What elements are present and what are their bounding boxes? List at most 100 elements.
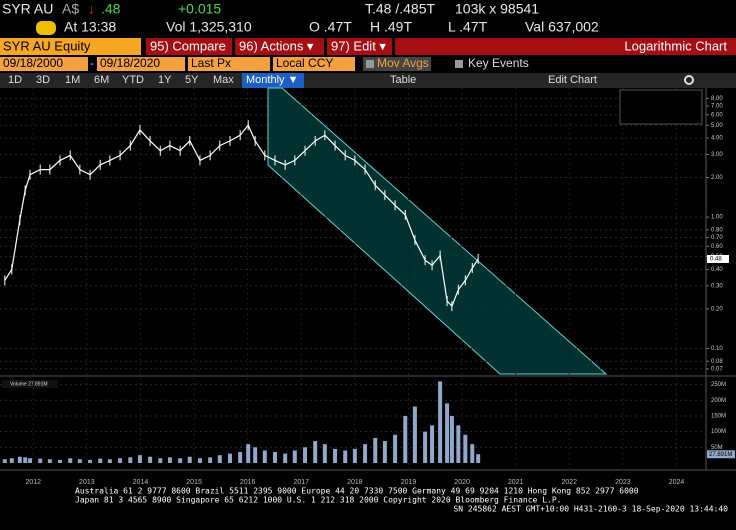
bid-ask: T.48 /.485T (365, 1, 435, 17)
period-button[interactable]: 6M (94, 74, 109, 86)
period-button[interactable]: Max (213, 74, 234, 86)
last-volume-label: 27.891M (709, 452, 732, 458)
open: O .47T (309, 19, 352, 35)
y-tick-label: 3.00 (711, 152, 723, 158)
y-tick-label: 200M (711, 398, 726, 404)
volume-bar (227, 453, 232, 463)
volume-bar (47, 459, 52, 463)
chart-title: Logarithmic Chart (624, 38, 727, 53)
y-tick-label: 0.80 (711, 227, 723, 233)
volume: Vol 1,325,310 (166, 19, 252, 35)
volume-bar (158, 458, 163, 463)
x-tick-label: 2018 (347, 479, 363, 486)
field-select[interactable] (188, 57, 270, 71)
volume-bar (292, 450, 297, 463)
volume-bar (445, 403, 450, 463)
volume-bar (187, 456, 192, 463)
volume-bar (58, 459, 63, 463)
volume-bar (197, 458, 202, 463)
legend-box (619, 89, 703, 125)
volume-bar (449, 415, 454, 463)
edit-button[interactable] (327, 38, 392, 55)
mov-avgs: Mov Avgs (377, 56, 429, 70)
compare-button[interactable] (146, 38, 232, 55)
volume-bar (9, 458, 14, 463)
volume-bar (333, 448, 338, 463)
frequency-select[interactable] (242, 73, 304, 88)
security-box[interactable] (0, 38, 141, 55)
volume-bar (476, 454, 481, 463)
y-tick-label: 4.00 (711, 136, 723, 142)
volume-bar (262, 450, 267, 463)
period-button[interactable]: 1Y (158, 74, 172, 86)
end-date-field[interactable] (97, 57, 185, 71)
volume-bar (107, 459, 112, 463)
high: H .49T (370, 19, 412, 35)
x-tick-label: 2015 (186, 479, 202, 486)
y-tick-label: 100M (711, 429, 726, 435)
y-tick-label: 250M (711, 382, 726, 388)
volume-bar (217, 455, 222, 463)
edit-label: 97) Edit ▾ (331, 38, 386, 53)
last-price-label: 0.48 (710, 257, 722, 263)
volume-bar (17, 456, 22, 463)
volume-bar (322, 444, 327, 463)
y-tick-label: 0.10 (711, 346, 723, 352)
footer-line: Australia 61 2 9777 8600 Brazil 5511 239… (75, 487, 639, 496)
last-price: .48 (101, 1, 121, 17)
volume-bar (343, 450, 348, 463)
volume-bar (273, 452, 278, 463)
currency-select[interactable] (273, 57, 355, 71)
date-separator: - (90, 58, 94, 70)
y-tick-label: 1.00 (711, 215, 723, 221)
volume-bar (430, 425, 435, 463)
volume-bar (352, 448, 357, 463)
actions-label: 96) Actions ▾ (239, 38, 314, 53)
title-bar (395, 38, 736, 55)
volume-bar (253, 447, 258, 463)
value-traded: Val 637,002 (525, 19, 599, 35)
start-date-field[interactable] (0, 57, 88, 71)
y-tick-label: 0.40 (711, 267, 723, 273)
volume-bar (68, 458, 73, 463)
size: 103k x 98541 (455, 1, 539, 17)
period-button[interactable]: 1D (8, 74, 22, 86)
volume-bar (128, 457, 133, 463)
checkbox[interactable] (455, 60, 463, 68)
volume-bar (208, 457, 213, 463)
footer-line: Japan 81 3 4565 8900 Singapore 65 6212 1… (75, 496, 561, 505)
settings-icon[interactable] (684, 75, 694, 85)
volume-bar (423, 431, 428, 463)
footer-line: SN 245862 AEST GMT+10:00 H431-2160-3 18-… (453, 505, 728, 514)
y-tick-label: 2.00 (711, 175, 723, 181)
volume-bar (393, 434, 398, 463)
edit-chart-button[interactable]: Edit Chart (548, 74, 597, 86)
volume-bar (88, 459, 93, 463)
alert-icon[interactable] (36, 21, 56, 35)
time: At 13:38 (64, 19, 116, 35)
table-button[interactable]: Table (390, 74, 416, 86)
start-date: 09/18/2000 (3, 56, 63, 70)
volume-bar (23, 457, 28, 463)
actions-button[interactable] (235, 38, 324, 55)
period-button[interactable]: 5Y (185, 74, 199, 86)
direction: ↓ (88, 1, 95, 17)
volume-bar (28, 458, 33, 463)
y-tick-label: 150M (711, 414, 726, 420)
x-tick-label: 2019 (401, 479, 417, 486)
y-tick-label: 0.20 (711, 307, 723, 313)
x-tick-label: 2014 (133, 479, 149, 486)
compare-label: 95) Compare (150, 38, 226, 53)
volume-legend (2, 380, 58, 388)
period-button[interactable]: 1M (65, 74, 80, 86)
period-buttons: 1D 3D 1M 6M YTD 1Y 5Y Max (8, 74, 234, 86)
period-button[interactable]: YTD (122, 74, 144, 86)
checkbox[interactable] (366, 60, 374, 68)
volume-bar (313, 441, 318, 463)
currency-setting: Local CCY (276, 56, 333, 70)
period-button[interactable]: 3D (36, 74, 50, 86)
security: SYR AU Equity (3, 38, 91, 53)
mov-avgs-toggle[interactable] (363, 57, 431, 71)
